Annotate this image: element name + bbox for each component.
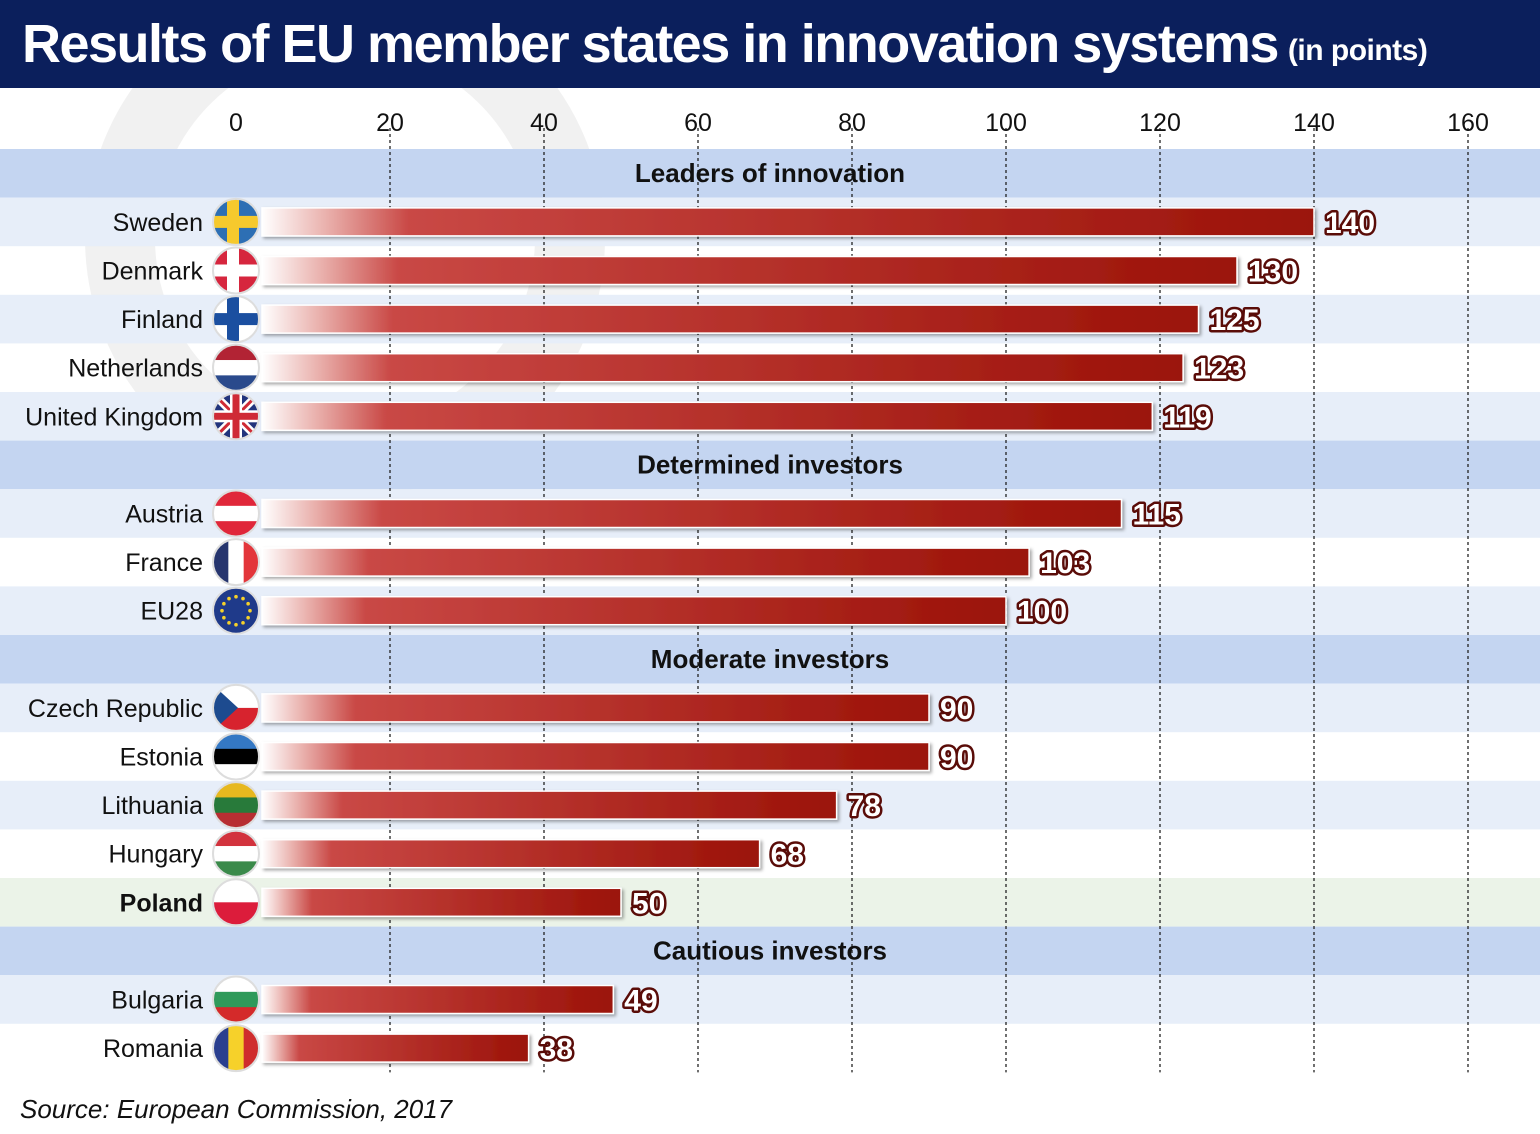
row-bands — [0, 149, 1540, 1024]
bar — [261, 790, 838, 820]
country-label: United Kingdom — [25, 403, 203, 431]
austria-flag-icon — [212, 489, 260, 538]
bar — [261, 693, 930, 723]
united-kingdom-flag-icon — [212, 392, 260, 441]
group-label: Moderate investors — [651, 644, 889, 674]
chart-title: Results of EU member states in innovatio… — [22, 14, 1279, 74]
france-flag-icon — [212, 538, 260, 587]
country-label: Romania — [103, 1035, 203, 1063]
value-label: 50 — [632, 887, 665, 920]
bulgaria-flag-icon — [212, 975, 260, 1024]
netherlands-flag-icon — [212, 343, 260, 392]
bar — [261, 498, 1123, 529]
x-tick-label: 160 — [1447, 109, 1489, 137]
group-band — [0, 440, 1540, 490]
value-label: 68 — [771, 839, 804, 872]
value-label: 140 — [1325, 207, 1375, 240]
country-label: Hungary — [109, 841, 204, 869]
value-label: 90 — [940, 693, 973, 726]
poland-flag-icon — [212, 878, 260, 927]
lithuania-flag-icon — [212, 781, 260, 830]
country-label: Bulgaria — [111, 987, 203, 1015]
romania-flag-icon — [212, 1024, 260, 1073]
value-label: 38 — [540, 1033, 573, 1066]
value-label: 125 — [1210, 304, 1260, 337]
sweden-flag-icon — [212, 197, 260, 246]
x-tick-label: 20 — [376, 109, 404, 137]
bar — [261, 255, 1238, 286]
country-label: France — [125, 549, 203, 577]
hungary-flag-icon — [212, 829, 260, 878]
x-tick-label: 80 — [838, 109, 866, 137]
group-band — [0, 926, 1540, 976]
country-label: Denmark — [102, 258, 204, 286]
bar — [261, 984, 615, 1015]
country-label: Austria — [125, 501, 203, 529]
x-tick-label: 60 — [684, 109, 712, 137]
bar — [261, 838, 761, 869]
group-label: Leaders of innovation — [635, 158, 905, 188]
bar — [261, 741, 930, 772]
value-label: 123 — [1194, 353, 1244, 386]
bar — [261, 352, 1184, 383]
bar — [261, 547, 1030, 577]
x-tick-label: 140 — [1293, 109, 1335, 137]
country-label: Czech Republic — [28, 695, 203, 723]
country-label: Finland — [121, 306, 203, 334]
czech-republic-flag-icon — [212, 683, 260, 732]
country-label: Sweden — [113, 209, 203, 237]
value-label: 130 — [1248, 256, 1298, 289]
country-label: Poland — [120, 889, 203, 917]
country-label: Estonia — [120, 744, 203, 772]
bar — [261, 304, 1200, 334]
x-tick-label: 0 — [229, 109, 243, 137]
value-label: 103 — [1040, 547, 1090, 580]
chart-subtitle: (in points) — [1287, 34, 1428, 67]
x-tick-label: 100 — [985, 109, 1027, 137]
source-note: Source: European Commission, 2017 — [20, 1094, 453, 1124]
value-label: 100 — [1017, 596, 1067, 629]
title-bar: Results of EU member states in innovatio… — [0, 0, 1540, 88]
country-label: Lithuania — [102, 792, 204, 820]
bar — [261, 1033, 530, 1063]
group-band — [0, 149, 1540, 198]
bar — [261, 595, 1007, 626]
denmark-flag-icon — [212, 246, 260, 295]
value-label: 115 — [1133, 499, 1181, 532]
value-label: 119 — [1163, 401, 1211, 434]
estonia-flag-icon — [212, 732, 260, 781]
value-label: 49 — [624, 985, 657, 1018]
country-label: EU28 — [140, 598, 203, 626]
bar — [261, 887, 622, 918]
x-tick-label: 40 — [530, 109, 558, 137]
bars — [261, 207, 1315, 1063]
group-label: Determined investors — [637, 450, 903, 480]
bar — [261, 207, 1315, 237]
value-label: 78 — [848, 790, 881, 823]
eu-flag-icon — [212, 586, 260, 635]
labels: 0 20 40 60 80 100 120 140 160 Leaders of innovati… — [25, 109, 1489, 1073]
bar-chart: 0 20 40 60 80 100 120 140 160 Leaders of innovati… — [0, 88, 1540, 1073]
x-tick-label: 120 — [1139, 109, 1181, 137]
finland-flag-icon — [212, 295, 260, 344]
country-label: Netherlands — [68, 355, 203, 383]
value-label: 90 — [940, 742, 973, 775]
bar — [261, 401, 1154, 432]
group-band — [0, 635, 1540, 684]
group-label: Cautious investors — [653, 936, 887, 966]
